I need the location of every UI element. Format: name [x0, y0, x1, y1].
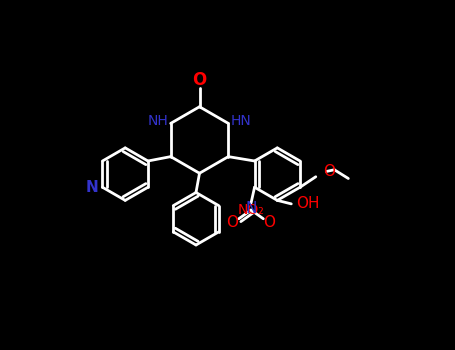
Text: N: N — [245, 201, 257, 216]
Text: NH: NH — [147, 113, 168, 128]
Text: O: O — [263, 215, 276, 230]
Text: HN: HN — [231, 113, 252, 128]
Text: O: O — [227, 215, 238, 230]
Text: N: N — [86, 180, 98, 195]
Text: O: O — [192, 71, 207, 89]
Text: O: O — [323, 164, 335, 179]
Text: OH: OH — [297, 196, 320, 211]
Text: NO₂: NO₂ — [238, 203, 264, 217]
